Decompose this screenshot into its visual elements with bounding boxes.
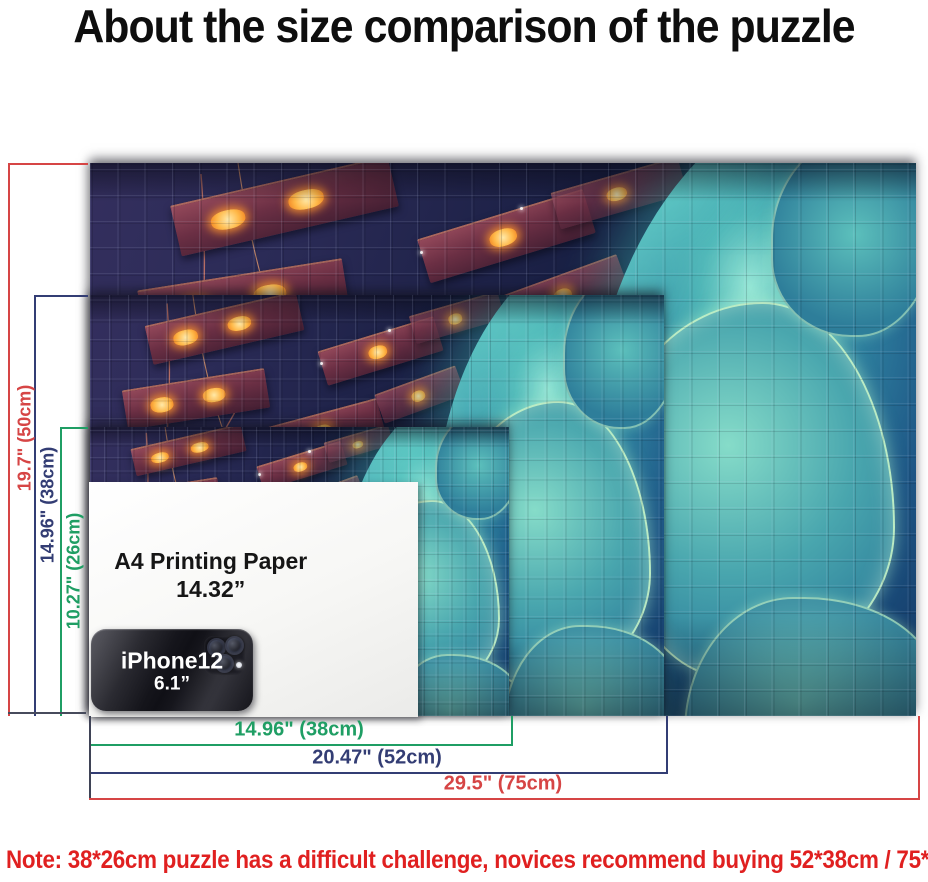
height-label-26cm: 10.27" (26cm): [63, 512, 84, 630]
a4-paper-size: 14.32”: [176, 575, 246, 602]
hut-window: [285, 185, 325, 213]
width-label-52cm: 20.47" (52cm): [312, 746, 442, 769]
hut-window: [189, 439, 210, 454]
star: [519, 207, 523, 211]
page-title: About the size comparison of the puzzle: [73, 0, 855, 52]
hut-window: [208, 205, 248, 233]
height-brackets-bottom-tick: [8, 712, 86, 714]
continent: [435, 427, 509, 520]
height-label-38cm: 14.96" (38cm): [37, 446, 58, 564]
width-label-75cm: 29.5" (75cm): [443, 772, 563, 795]
hut-window: [350, 439, 364, 450]
difficulty-note: Note: 38*26cm puzzle has a difficult cha…: [6, 846, 928, 874]
hut-window: [410, 388, 428, 404]
height-bracket-26cm: [60, 427, 88, 716]
continent: [563, 295, 664, 429]
star: [257, 473, 261, 477]
star: [307, 450, 311, 454]
height-bracket-50cm: [8, 163, 88, 716]
iphone-label: iPhone12: [120, 647, 224, 674]
iphone-size: 6.1”: [154, 673, 190, 695]
iphone-text: iPhone12 6.1”: [120, 647, 224, 695]
camera-lens-icon: [224, 636, 244, 656]
hut-window: [366, 343, 389, 361]
width-label-38cm: 14.96" (38cm): [234, 718, 364, 741]
width-brackets-left-tick: [89, 716, 91, 798]
hut-window: [172, 327, 200, 348]
hut-window: [292, 460, 309, 474]
hut-window: [447, 312, 465, 327]
hut-window: [488, 225, 520, 250]
hut-window: [149, 396, 175, 415]
hut-window: [226, 313, 254, 334]
height-bracket-38cm: [34, 295, 88, 716]
hut-window: [604, 184, 629, 204]
camera-flash-icon: [236, 661, 243, 668]
iphone-12: iPhone12 6.1”: [91, 629, 253, 711]
a4-paper-text: A4 Printing Paper 14.32”: [114, 548, 307, 603]
hut-window: [202, 386, 227, 405]
a4-paper-label: A4 Printing Paper: [114, 548, 308, 574]
hut-window: [150, 450, 170, 464]
continent: [770, 163, 916, 338]
height-label-50cm: 19.7" (50cm): [14, 384, 35, 492]
